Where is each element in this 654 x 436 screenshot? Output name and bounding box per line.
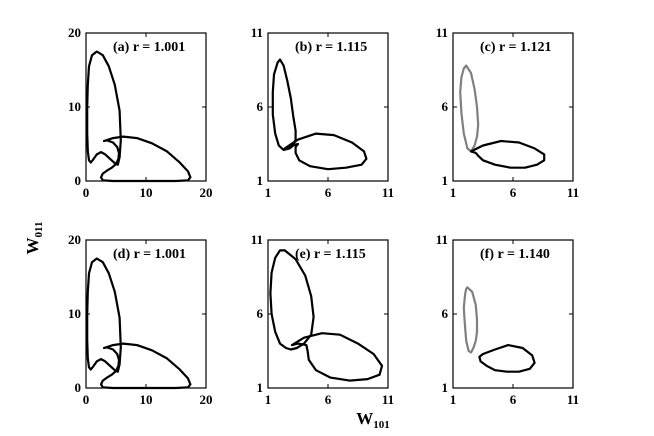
series-line-c-2 [469, 139, 546, 169]
y-tick-label-e-1: 6 [257, 306, 264, 321]
x-axis-label: W101 [356, 409, 390, 431]
panel-label-e: (e) r = 1.115 [295, 247, 366, 262]
x-tick-label-d-1: 10 [140, 392, 153, 407]
x-tick-label-e-2: 11 [382, 392, 394, 407]
plot-frame-f [452, 239, 574, 389]
x-tick-label-c-2: 11 [567, 185, 579, 200]
panel-label-c: (c) r = 1.121 [480, 40, 551, 55]
y-tick-label-b-1: 6 [257, 99, 264, 114]
x-tick-label-c-1: 6 [510, 185, 517, 200]
plot-frame-b [267, 32, 389, 182]
y-tick-label-c-1: 6 [442, 99, 449, 114]
y-tick-label-b-2: 11 [251, 25, 263, 40]
series-line-b-1 [271, 58, 297, 151]
x-tick-label-b-2: 11 [382, 185, 394, 200]
panel-label-d: (d) r = 1.001 [113, 247, 186, 262]
series-line-b-2 [283, 132, 368, 171]
x-tick-label-e-1: 6 [325, 392, 332, 407]
panel-d: 0 10 20 0 10 20 (d) r = 1.001 [68, 232, 213, 407]
y-tick-label-a-2: 20 [68, 25, 81, 40]
series-line-f-2 [478, 344, 536, 373]
x-tick-label-a-0: 0 [83, 185, 90, 200]
y-tick-label-c-0: 1 [442, 173, 449, 188]
x-tick-label-c-0: 1 [450, 185, 457, 200]
y-tick-label-b-0: 1 [257, 173, 264, 188]
y-tick-label-f-2: 11 [436, 232, 448, 247]
panel-label-f: (f) r = 1.140 [480, 247, 550, 262]
series-line-d-1 [86, 257, 122, 373]
x-tick-label-f-2: 11 [567, 392, 579, 407]
panel-label-a: (a) r = 1.001 [113, 40, 185, 55]
plot-frame-c [452, 32, 574, 182]
y-tick-label-f-0: 1 [442, 380, 449, 395]
x-tick-label-b-1: 6 [325, 185, 332, 200]
y-tick-label-c-2: 11 [436, 25, 448, 40]
series-line-e-2 [290, 332, 384, 382]
series-line-a-2 [99, 135, 192, 183]
series-line-a-1 [86, 50, 122, 166]
y-axis-label: W011 [23, 222, 45, 255]
y-tick-label-a-0: 0 [75, 173, 82, 188]
y-tick-label-e-0: 1 [257, 380, 264, 395]
x-tick-label-a-1: 10 [140, 185, 153, 200]
y-tick-label-d-1: 10 [68, 306, 81, 321]
x-tick-label-f-1: 6 [510, 392, 517, 407]
y-tick-label-f-1: 6 [442, 306, 449, 321]
x-tick-label-d-0: 0 [83, 392, 90, 407]
x-tick-label-a-2: 20 [200, 185, 213, 200]
panel-a: 0 10 20 0 10 20 (a) r = 1.001 [68, 25, 213, 200]
panel-label-b: (b) r = 1.115 [295, 40, 367, 55]
y-tick-label-a-1: 10 [68, 99, 81, 114]
x-tick-label-d-2: 20 [200, 392, 213, 407]
plot-frame-e [267, 239, 389, 389]
x-tick-label-b-0: 1 [265, 185, 272, 200]
y-tick-label-d-0: 0 [75, 380, 82, 395]
series-line-d-2 [99, 342, 192, 390]
x-tick-label-e-0: 1 [265, 392, 272, 407]
series-line-e-1 [269, 249, 315, 351]
series-line-c-1 [459, 64, 480, 153]
y-tick-label-e-2: 11 [251, 232, 263, 247]
x-tick-label-f-0: 1 [450, 392, 457, 407]
series-line-f-1 [462, 286, 479, 354]
y-tick-label-d-2: 20 [68, 232, 81, 247]
